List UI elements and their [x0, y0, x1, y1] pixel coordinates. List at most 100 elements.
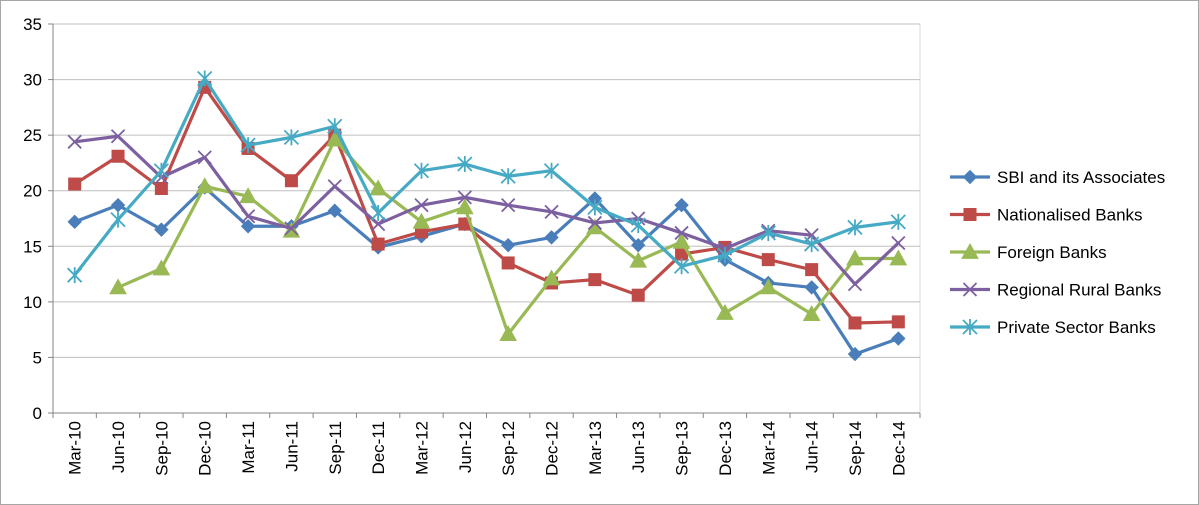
triangle-marker	[716, 303, 734, 320]
triangle-marker	[152, 259, 171, 276]
triangle-marker	[499, 325, 518, 341]
star-marker	[543, 162, 560, 179]
diamond-marker	[804, 280, 819, 295]
series-private-sector-banks	[67, 70, 906, 284]
square-marker	[154, 181, 168, 195]
x-marker	[284, 221, 299, 236]
x-tick-label: Jun-13	[629, 421, 648, 473]
x-marker	[67, 134, 82, 149]
star-marker	[890, 213, 906, 230]
triangle-marker	[412, 212, 431, 229]
plot-area	[52, 23, 921, 414]
triangle-marker	[759, 278, 778, 295]
x-tick-label: Dec-13	[716, 421, 735, 476]
x-marker	[110, 129, 126, 144]
gridlines	[53, 23, 920, 414]
x-axis-tick-labels: Mar-10 Jun-10 Sep-10 Dec-10 Mar-11 Jun-11 Sep-…	[66, 421, 909, 476]
diamond-marker	[154, 222, 169, 237]
y-axis-tick-labels: 0 5 10 15 20 25 30 35	[23, 15, 42, 423]
legend-label: Nationalised Banks	[997, 206, 1143, 225]
star-marker	[760, 224, 776, 241]
diamond-marker	[327, 203, 342, 218]
x-marker	[587, 215, 603, 231]
series-foreign-banks	[109, 130, 908, 341]
triangle-marker	[961, 242, 979, 259]
diamond-marker	[500, 237, 516, 253]
diamond-marker	[674, 197, 689, 213]
series-line	[73, 76, 900, 277]
series-line	[73, 185, 900, 356]
x-tick-label: Sep-10	[152, 421, 171, 476]
y-tick-label: 15	[23, 237, 42, 256]
star-marker	[587, 199, 603, 216]
x-marker	[457, 190, 472, 205]
x-tick-label: Dec-11	[369, 421, 388, 475]
square-marker	[761, 253, 775, 267]
square-marker	[111, 149, 125, 163]
triangle-marker	[369, 179, 387, 196]
star-marker	[413, 162, 430, 179]
legend: SBI and its Associates Nationalised Banks…	[950, 168, 1165, 337]
star-marker	[717, 247, 733, 264]
star-marker	[847, 219, 863, 236]
star-marker	[110, 211, 126, 228]
star-marker	[500, 168, 516, 185]
diamond-marker	[544, 230, 559, 245]
x-marker	[370, 216, 386, 232]
triangle-marker	[542, 269, 561, 286]
x-marker	[327, 179, 342, 194]
diamond-marker	[240, 219, 256, 234]
x-tick-label: Dec-12	[543, 421, 562, 476]
triangle-marker	[325, 130, 344, 147]
star-marker	[630, 217, 646, 234]
x-tick-label: Mar-10	[66, 421, 85, 475]
triangle-marker	[846, 249, 864, 266]
x-marker	[240, 209, 256, 224]
diamond-marker	[847, 346, 863, 362]
x-tick-label: Dec-14	[889, 421, 908, 476]
x-tick-label: Sep-11	[326, 421, 345, 475]
x-marker	[197, 150, 212, 165]
diamond-marker	[962, 169, 978, 185]
square-marker	[501, 256, 515, 270]
star-marker	[370, 204, 386, 221]
square-marker	[963, 208, 977, 221]
star-marker	[803, 236, 820, 253]
x-tick-label: Sep-13	[673, 421, 692, 476]
star-marker	[283, 129, 300, 146]
x-tick-label: Dec-10	[196, 421, 215, 476]
y-tick-label: 10	[23, 293, 42, 312]
legend-label: Private Sector Banks	[997, 318, 1156, 337]
triangle-marker	[889, 249, 908, 266]
legend-item-foreign-banks: Foreign Banks	[950, 242, 1107, 262]
x-tick-label: Mar-14	[759, 421, 778, 475]
star-marker	[457, 156, 473, 173]
series-line	[73, 85, 900, 325]
x-tick-label: Mar-12	[412, 421, 431, 475]
x-tick-label: Sep-14	[846, 421, 865, 476]
triangle-marker	[239, 187, 257, 204]
legend-item-private-sector-banks: Private Sector Banks	[950, 318, 1156, 337]
x-tick-label: Sep-12	[499, 421, 518, 476]
star-marker	[197, 70, 213, 87]
y-tick-label: 5	[33, 348, 42, 367]
star-marker	[327, 118, 343, 135]
square-marker	[371, 237, 385, 251]
legend-label: Regional Rural Banks	[997, 281, 1161, 300]
x-marker	[962, 282, 978, 297]
diamond-marker	[891, 331, 906, 346]
y-tick-label: 35	[23, 15, 42, 34]
x-marker	[847, 276, 863, 292]
star-marker	[67, 267, 83, 284]
square-marker	[631, 288, 645, 302]
diamond-marker	[631, 237, 646, 253]
square-marker	[68, 177, 82, 191]
triangle-marker	[455, 198, 474, 215]
star-marker	[673, 258, 690, 275]
legend-label: Foreign Banks	[997, 243, 1107, 262]
x-tick-label: Jun-14	[803, 421, 822, 473]
star-marker	[240, 137, 256, 154]
triangle-marker	[802, 305, 821, 321]
square-marker	[284, 174, 298, 188]
